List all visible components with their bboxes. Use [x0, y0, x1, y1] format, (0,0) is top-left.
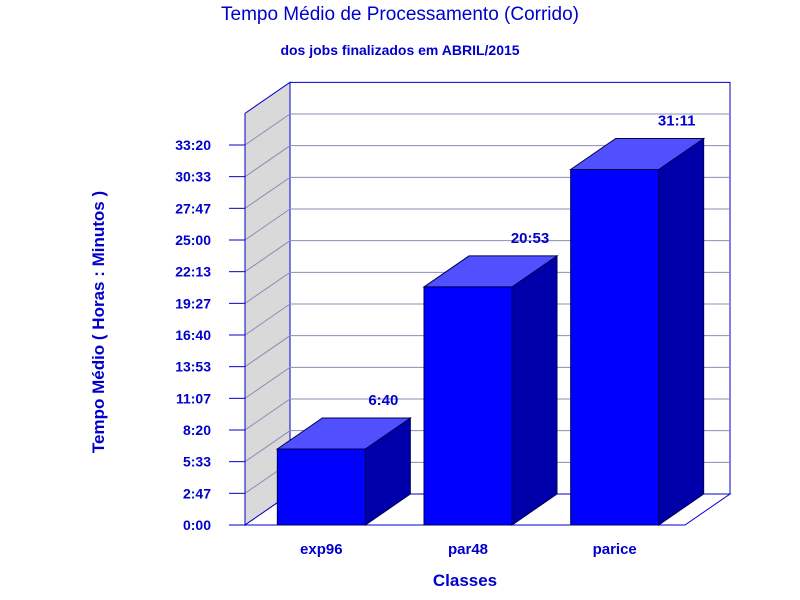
bar-side	[658, 137, 705, 526]
y-tick-label: 0:00	[183, 517, 211, 533]
data-label: 20:53	[511, 230, 549, 247]
bar-side	[511, 254, 558, 526]
bar	[276, 448, 366, 526]
bar	[570, 169, 660, 526]
y-tick-label: 13:53	[175, 359, 211, 375]
x-tick-label: par48	[448, 541, 488, 558]
data-label: 6:40	[368, 392, 398, 409]
grid-line	[244, 113, 730, 146]
y-tick-label: 27:47	[175, 200, 211, 216]
y-tick-label: 2:47	[183, 485, 211, 501]
grid-line	[244, 145, 730, 178]
data-label: 31:11	[658, 113, 696, 130]
bar-parice: 31:11	[569, 113, 706, 526]
y-tick-label: 8:20	[183, 422, 211, 438]
bar	[423, 286, 513, 526]
x-axis: exp96 par48 parice	[300, 541, 637, 558]
bar-par48: 20:53	[422, 230, 559, 526]
x-tick-label: parice	[593, 541, 637, 558]
x-tick-label: exp96	[300, 541, 343, 558]
y-tick-label: 19:27	[175, 295, 211, 311]
bar-exp96: 6:40	[275, 392, 412, 526]
y-tick-label: 30:33	[175, 169, 211, 185]
y-tick-label: 33:20	[175, 137, 211, 153]
y-tick-label: 25:00	[175, 232, 211, 248]
y-axis: 0:00 2:47 5:33 8:20 11:07 13:53 16:40 19:27 22:1…	[175, 113, 246, 533]
chart-title: Tempo Médio de Processamento (Corrido)	[221, 4, 579, 25]
chart-subtitle: dos jobs finalizados em ABRIL/2015	[280, 42, 519, 58]
y-tick-label: 11:07	[176, 390, 211, 406]
y-axis-label: Tempo Médio ( Horas : Minutos )	[89, 191, 108, 453]
y-tick-label: 5:33	[183, 454, 211, 470]
bars: 6:40 20:53 31:11	[275, 113, 706, 526]
y-tick-label: 16:40	[175, 327, 211, 343]
y-tick-label: 22:13	[175, 264, 211, 280]
x-axis-label: Classes	[433, 571, 497, 590]
